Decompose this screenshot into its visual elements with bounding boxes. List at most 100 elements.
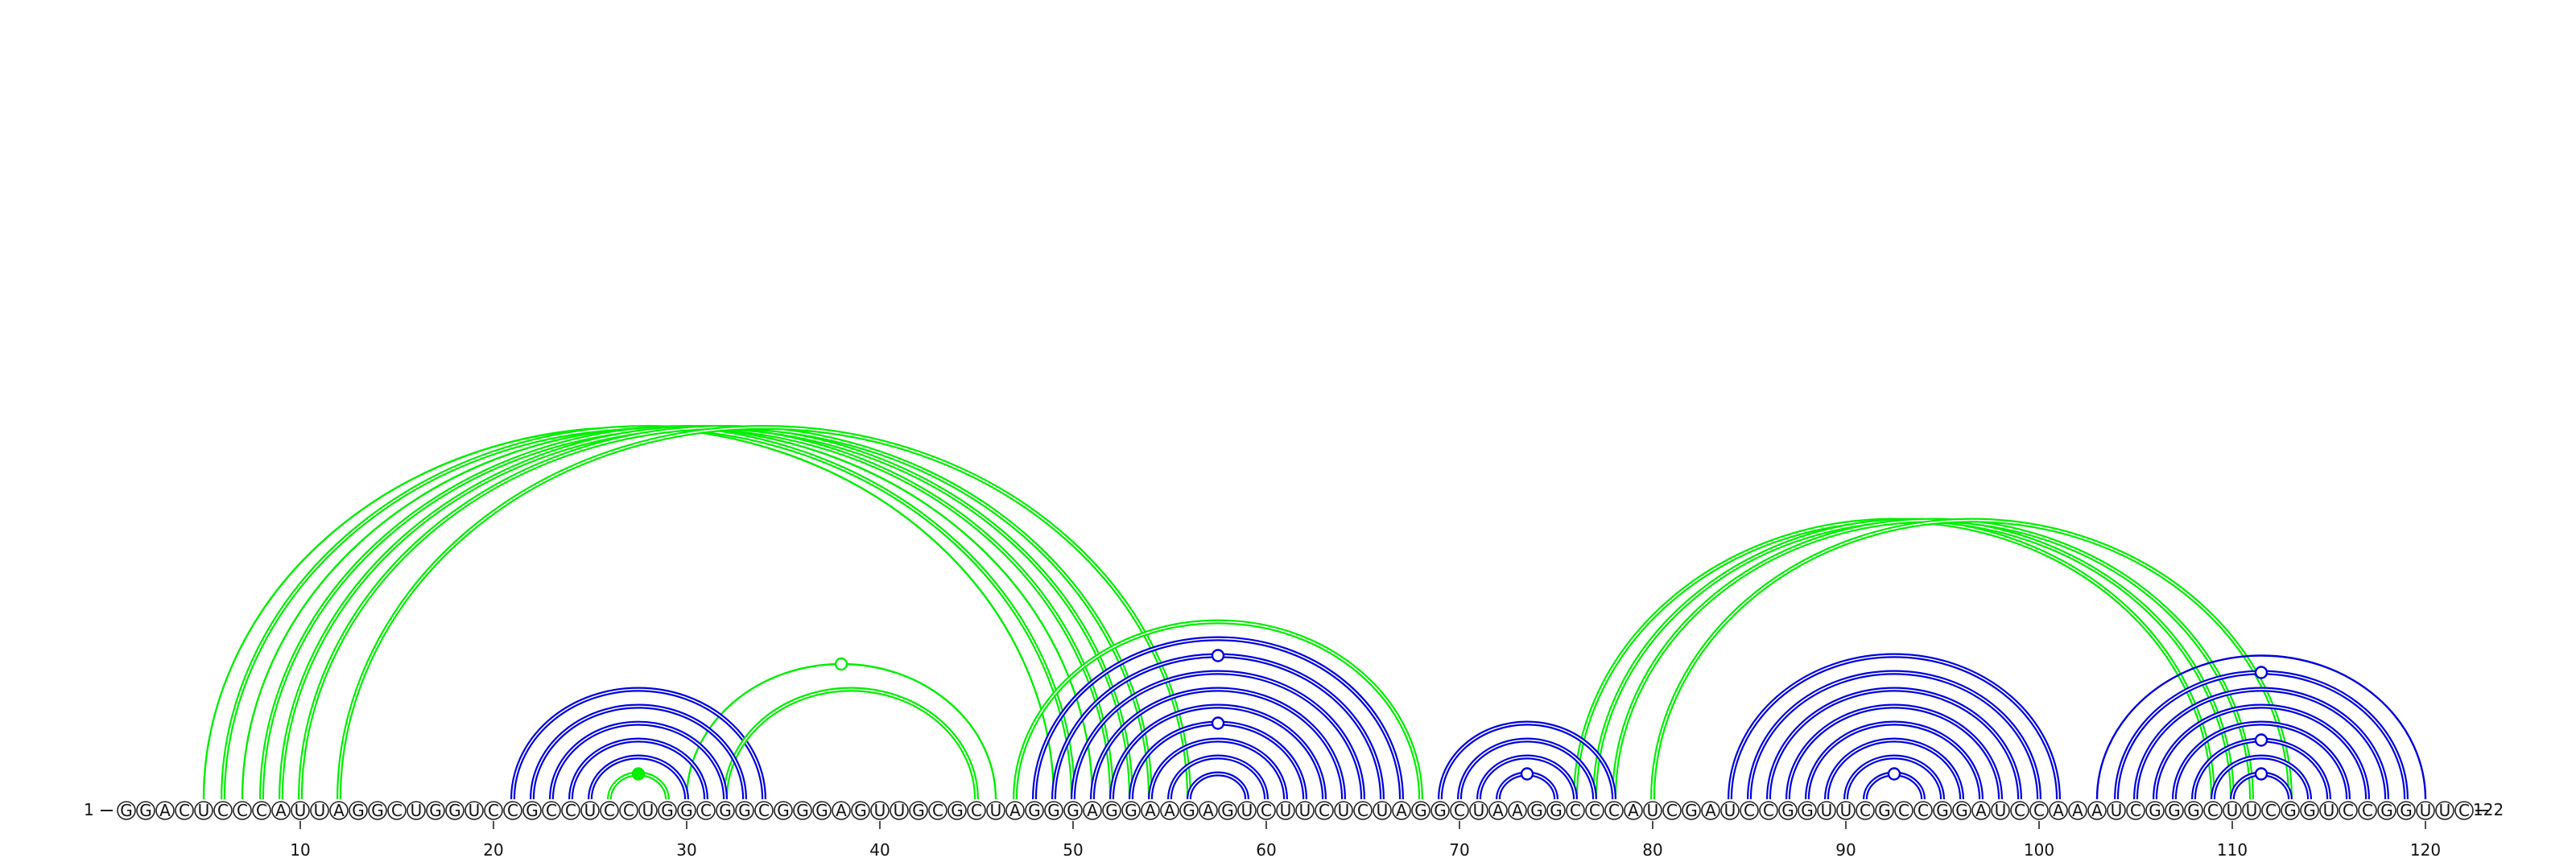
nucleotide-letter: A: [159, 801, 171, 820]
position-axis: 10 20 30 40 50 60 70 80 90 100 110 120: [290, 821, 2441, 858]
nucleotide-letter: U: [469, 801, 481, 820]
nucleotide: C: [2454, 801, 2474, 820]
nucleotide: U: [310, 801, 329, 820]
nucleotide-letter: G: [1221, 801, 1234, 820]
position-tick-label: 20: [483, 840, 503, 858]
base-pair-arc: [2172, 720, 2351, 800]
open-pair-marker: [1211, 649, 1225, 662]
nucleotide-letter: A: [1009, 801, 1021, 820]
nucleotide-letter: G: [2149, 801, 2161, 820]
nucleotide-letter: G: [815, 801, 828, 820]
nucleotide: C: [928, 801, 947, 820]
nucleotide: A: [1005, 801, 1025, 820]
base-pair-arc: [2191, 733, 2331, 800]
nucleotide: G: [1430, 801, 1450, 820]
base-pair-arc: [2153, 703, 2370, 800]
nucleotide: G: [2300, 801, 2319, 820]
nucleotide: G: [716, 801, 735, 820]
nucleotide: C: [619, 801, 638, 820]
base-pair-arc: [607, 767, 670, 800]
nucleotide-letter: G: [1434, 801, 1447, 820]
nucleotide: C: [2339, 801, 2358, 820]
nucleotide-letter: U: [584, 801, 597, 820]
base-pair-arc: [588, 754, 689, 800]
nucleotide: U: [2223, 801, 2242, 820]
nucleotide: G: [2165, 801, 2184, 820]
position-tick: 30: [676, 821, 697, 858]
nucleotide-letter: G: [1067, 801, 1080, 820]
position-tick-label: 120: [2410, 840, 2441, 858]
nucleotide: G: [851, 801, 870, 820]
position-tick: 70: [1449, 821, 1470, 858]
nucleotide: U: [890, 801, 909, 820]
base-pair-arc: [336, 425, 1191, 800]
nucleotide: G: [1411, 801, 1430, 820]
nucleotide-letter: G: [951, 801, 964, 820]
position-tick-label: 70: [1449, 840, 1469, 858]
base-pair-arc: [685, 657, 997, 800]
nucleotide: G: [1044, 801, 1063, 820]
nucleotide-letter: G: [2400, 801, 2413, 820]
position-tick-label: 90: [1835, 840, 1856, 858]
nucleotide-letter: G: [1936, 801, 1949, 820]
nucleotide-letter: C: [237, 801, 248, 820]
nucleotide: G: [1798, 801, 1817, 820]
nucleotide: C: [213, 801, 233, 820]
nucleotide-letter: A: [1145, 801, 1156, 820]
nucleotide: G: [1778, 801, 1798, 820]
position-tick: 60: [1256, 821, 1277, 858]
base-pair-arc: [1438, 720, 1616, 800]
nucleotide: C: [2029, 801, 2049, 820]
nucleotide: G: [1102, 801, 1121, 820]
position-tick-label: 110: [2217, 840, 2248, 858]
nucleotide-letter: C: [256, 801, 267, 820]
nucleotide-letter: U: [295, 801, 307, 820]
nucleotide: C: [1913, 801, 1933, 820]
nucleotide-letter: A: [1396, 801, 1407, 820]
nucleotide: U: [291, 801, 310, 820]
position-tick-label: 100: [2024, 840, 2054, 858]
nucleotide-letter: A: [275, 801, 287, 820]
position-tick-label: 60: [1256, 840, 1276, 858]
nucleotide-letter: C: [1454, 801, 1465, 820]
open-pair-marker: [1211, 716, 1225, 730]
nucleotide: A: [155, 801, 175, 820]
nucleotide-letter: G: [1028, 801, 1041, 820]
nucleotide: G: [522, 801, 542, 820]
nucleotide: G: [677, 801, 696, 820]
nucleotide: U: [638, 801, 658, 820]
nucleotide: A: [2068, 801, 2087, 820]
nucleotide-letter: U: [1647, 801, 1659, 820]
nucleotide-letter: A: [1164, 801, 1175, 820]
nucleotide: G: [2145, 801, 2165, 820]
nucleotide-letter: G: [526, 801, 539, 820]
nucleotide-letter: C: [2265, 801, 2277, 820]
nucleotide-letter: A: [2091, 801, 2103, 820]
nucleotide-letter: G: [1781, 801, 1794, 820]
nucleotide-letter: A: [2072, 801, 2083, 820]
nucleotide: C: [2261, 801, 2281, 820]
nucleotide-letter: C: [2130, 801, 2141, 820]
nucleotide-letter: G: [719, 801, 732, 820]
nucleotide: G: [2396, 801, 2416, 820]
base-pair-arc: [1747, 670, 2041, 800]
nucleotide-letter: A: [333, 801, 345, 820]
nucleotide: A: [1701, 801, 1720, 820]
nucleotide: C: [503, 801, 522, 820]
nucleotide: G: [1527, 801, 1546, 820]
nucleotide: A: [1083, 801, 1102, 820]
nucleotide-letter: C: [1608, 801, 1620, 820]
nucleotide-letter: A: [1087, 801, 1098, 820]
nucleotide: C: [1740, 801, 1759, 820]
nucleotide: G: [1875, 801, 1894, 820]
nucleotide: C: [542, 801, 561, 820]
nucleotide-letter: G: [1955, 801, 1968, 820]
nucleotide: C: [1450, 801, 1469, 820]
nucleotide-letter: C: [1319, 801, 1330, 820]
open-pair-marker: [1520, 767, 1534, 781]
position-tick: 110: [2217, 821, 2248, 858]
nucleotide-letter: G: [1530, 801, 1543, 820]
nucleotide: U: [1720, 801, 1740, 820]
